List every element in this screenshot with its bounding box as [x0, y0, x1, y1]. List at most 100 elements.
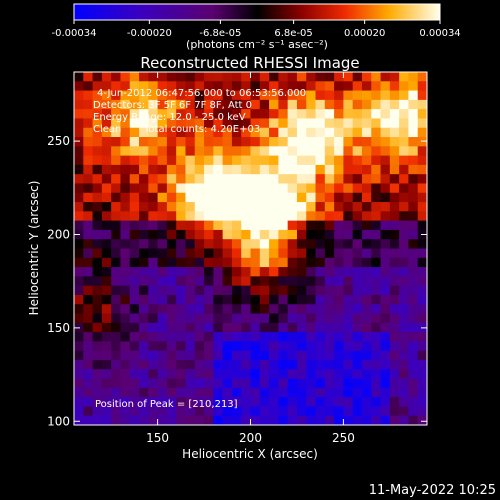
heatmap-cell — [231, 387, 242, 398]
heatmap-cell — [148, 72, 159, 82]
heatmap-cell — [306, 174, 317, 185]
heatmap-cell — [231, 294, 242, 305]
heatmap-cell — [343, 350, 354, 361]
heatmap-cell — [315, 211, 326, 222]
heatmap-cell — [101, 81, 112, 92]
heatmap-cell — [324, 406, 335, 417]
heatmap-cell — [315, 239, 326, 250]
heatmap-cell — [74, 183, 84, 194]
heatmap-cell — [315, 415, 326, 425]
heatmap-cell — [120, 239, 131, 250]
heatmap-cell — [269, 332, 279, 342]
heatmap-cell — [148, 415, 159, 425]
heatmap-cell — [101, 72, 112, 82]
heatmap-cell — [278, 90, 289, 101]
heatmap-cell — [194, 211, 205, 222]
heatmap-cell — [343, 90, 354, 101]
heatmap-cell — [176, 257, 187, 268]
heatmap-cell — [371, 72, 382, 82]
heatmap-cell — [296, 137, 307, 147]
heatmap-cell — [417, 276, 427, 287]
heatmap-cell — [269, 174, 279, 185]
heatmap-cell — [111, 211, 122, 222]
heatmap-cell — [120, 81, 131, 92]
heatmap-cell — [315, 118, 326, 129]
heatmap-cell — [185, 164, 196, 175]
heatmap-cell — [361, 267, 372, 277]
heatmap-cell — [148, 378, 159, 389]
heatmap-cell — [324, 276, 335, 287]
heatmap-cell — [408, 406, 419, 417]
heatmap-cell — [250, 146, 261, 157]
heatmap-cell — [334, 81, 344, 92]
heatmap-cell — [74, 387, 84, 398]
heatmap-cell — [222, 72, 233, 82]
heatmap-cell — [148, 406, 159, 417]
heatmap-cell — [166, 341, 177, 352]
heatmap-cell — [194, 118, 205, 129]
heatmap-cell — [399, 137, 410, 147]
heatmap-cell — [259, 164, 270, 175]
heatmap-cell — [343, 118, 354, 129]
heatmap-cell — [74, 397, 84, 408]
heatmap-cell — [287, 341, 298, 352]
heatmap-cell — [176, 137, 187, 147]
heatmap-cell — [287, 72, 298, 82]
heatmap-cell — [241, 304, 252, 315]
heatmap-cell — [194, 99, 205, 110]
heatmap-cell — [250, 192, 261, 203]
heatmap-cell — [352, 99, 363, 110]
heatmap-cell — [213, 239, 224, 250]
heatmap-cell — [389, 155, 400, 166]
heatmap-cell — [352, 118, 363, 129]
heatmap-cell — [371, 192, 382, 203]
heatmap-cell — [222, 397, 233, 408]
heatmap-cell — [371, 294, 382, 305]
heatmap-cell — [389, 99, 400, 110]
heatmap-cell — [157, 369, 168, 380]
heatmap-cell — [176, 183, 187, 194]
heatmap-cell — [204, 90, 214, 101]
heatmap-cell — [269, 109, 279, 120]
heatmap-cell — [139, 257, 149, 268]
heatmap-cell — [213, 72, 224, 82]
heatmap-cell — [74, 164, 84, 175]
heatmap-cell — [399, 359, 410, 370]
heatmap-cell — [120, 211, 131, 222]
heatmap-cell — [176, 369, 187, 380]
heatmap-cell — [241, 164, 252, 175]
heatmap-cell — [343, 267, 354, 277]
heatmap-cell — [120, 359, 131, 370]
heatmap-cell — [83, 229, 94, 240]
heatmap-cell — [389, 415, 400, 425]
heatmap-cell — [371, 248, 382, 259]
y-tick-label: 200 — [47, 227, 70, 241]
heatmap-cell — [408, 72, 419, 82]
heatmap-cell — [111, 359, 122, 370]
heatmap-cell — [343, 378, 354, 389]
heatmap-cell — [148, 294, 159, 305]
heatmap-cell — [408, 313, 419, 324]
heatmap-cell — [259, 192, 270, 203]
heatmap-cell — [371, 359, 382, 370]
heatmap-cell — [148, 341, 159, 352]
heatmap-cell — [343, 257, 354, 268]
heatmap-cell — [380, 81, 391, 92]
heatmap-cell — [185, 229, 196, 240]
heatmap-cell — [83, 220, 94, 231]
heatmap-cell — [334, 378, 344, 389]
heatmap-cell — [269, 211, 279, 222]
heatmap-cell — [83, 118, 94, 129]
heatmap-cell — [185, 146, 196, 157]
heatmap-cell — [259, 359, 270, 370]
heatmap-cell — [204, 359, 214, 370]
heatmap-cell — [306, 99, 317, 110]
heatmap-cell — [343, 155, 354, 166]
heatmap-cell — [343, 211, 354, 222]
heatmap-cell — [139, 220, 149, 231]
heatmap-cell — [231, 229, 242, 240]
heatmap-cell — [213, 415, 224, 425]
heatmap-cell — [324, 146, 335, 157]
heatmap-cell — [371, 397, 382, 408]
heatmap-cell — [408, 304, 419, 315]
